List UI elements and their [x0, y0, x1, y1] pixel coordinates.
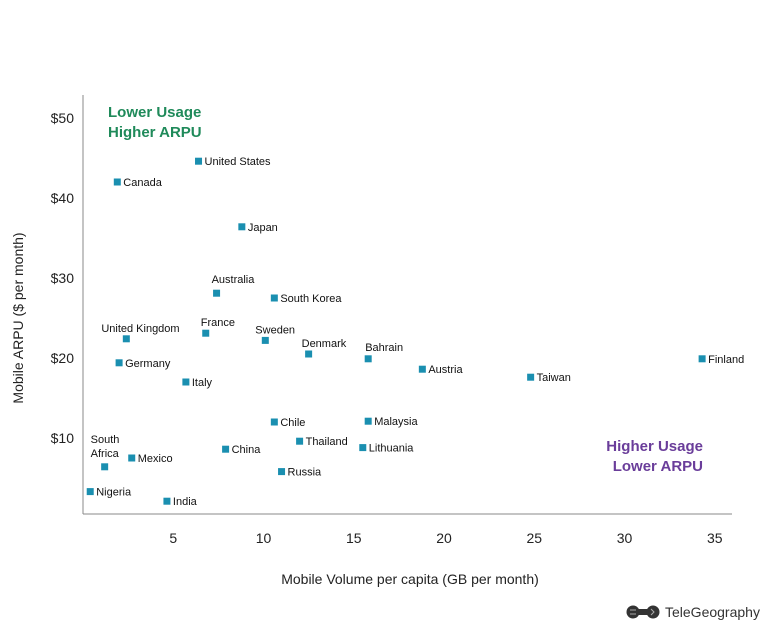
x-tick-label: 15: [346, 530, 362, 546]
point-label: Canada: [123, 177, 162, 189]
point-label: Japan: [248, 222, 278, 234]
x-tick-label: 20: [436, 530, 452, 546]
data-point: [213, 289, 221, 297]
point-label: Sweden: [255, 324, 295, 336]
x-tick-label: 5: [169, 530, 177, 546]
point-label: Russia: [288, 467, 323, 479]
point-label: Denmark: [302, 338, 347, 350]
quadrant-annotation: Higher ARPU: [108, 124, 202, 141]
data-point: [182, 378, 190, 386]
data-point: [115, 359, 123, 367]
data-point: [305, 350, 313, 358]
data-point: [278, 468, 286, 476]
point-label: India: [173, 496, 198, 508]
point-label: China: [232, 444, 262, 456]
data-point: [238, 223, 246, 231]
quadrant-annotation: Lower Usage: [108, 104, 201, 121]
point-label: Malaysia: [374, 416, 418, 428]
point-label: United Kingdom: [101, 323, 179, 335]
x-tick-label: 10: [256, 530, 272, 546]
y-tick-label: $50: [51, 110, 75, 126]
data-point: [296, 437, 304, 445]
point-label: United States: [205, 156, 272, 168]
data-point: [261, 336, 269, 344]
data-point: [270, 418, 278, 426]
point-label: Finland: [708, 354, 744, 366]
point-label: South Korea: [280, 293, 342, 305]
point-label: Mexico: [138, 453, 173, 465]
point-label: France: [201, 317, 235, 329]
globe-logo-icon: [626, 605, 660, 619]
x-axis-label: Mobile Volume per capita (GB per month): [281, 571, 539, 587]
point-label: Italy: [192, 377, 213, 389]
point-label: Thailand: [306, 436, 348, 448]
x-tick-label: 30: [617, 530, 633, 546]
x-tick-label: 25: [526, 530, 542, 546]
quadrant-annotation: Higher Usage: [606, 438, 703, 455]
data-point: [418, 365, 426, 373]
telegeography-logo: TeleGeography: [626, 604, 760, 620]
data-point: [527, 373, 535, 381]
data-point: [101, 463, 109, 471]
point-label: Austria: [428, 364, 463, 376]
data-point: [270, 294, 278, 302]
data-point: [128, 454, 136, 462]
point-label: Lithuania: [369, 443, 415, 455]
data-point: [113, 178, 121, 186]
quadrant-annotation: Lower ARPU: [613, 458, 703, 475]
data-point: [122, 335, 130, 343]
point-label: Africa: [91, 448, 120, 460]
data-point: [364, 355, 372, 363]
data-point: [163, 497, 171, 505]
point-label: Chile: [280, 417, 305, 429]
y-tick-label: $20: [51, 350, 75, 366]
y-tick-label: $10: [51, 430, 75, 446]
point-label: Germany: [125, 358, 171, 370]
point-label: Australia: [212, 274, 256, 286]
point-label: South: [91, 434, 120, 446]
data-point: [698, 355, 706, 363]
x-tick-label: 35: [707, 530, 723, 546]
data-point: [86, 488, 94, 496]
data-point: [202, 329, 210, 337]
data-point: [222, 445, 230, 453]
point-label: Bahrain: [365, 342, 403, 354]
point-label: Nigeria: [96, 487, 132, 499]
point-label: Taiwan: [537, 372, 571, 384]
logo-text: TeleGeography: [665, 604, 760, 620]
y-tick-label: $30: [51, 270, 75, 286]
data-point: [195, 157, 203, 165]
data-point: [364, 417, 372, 425]
data-point: [359, 444, 367, 452]
y-tick-label: $40: [51, 190, 75, 206]
y-axis-label: Mobile ARPU ($ per month): [10, 232, 26, 403]
